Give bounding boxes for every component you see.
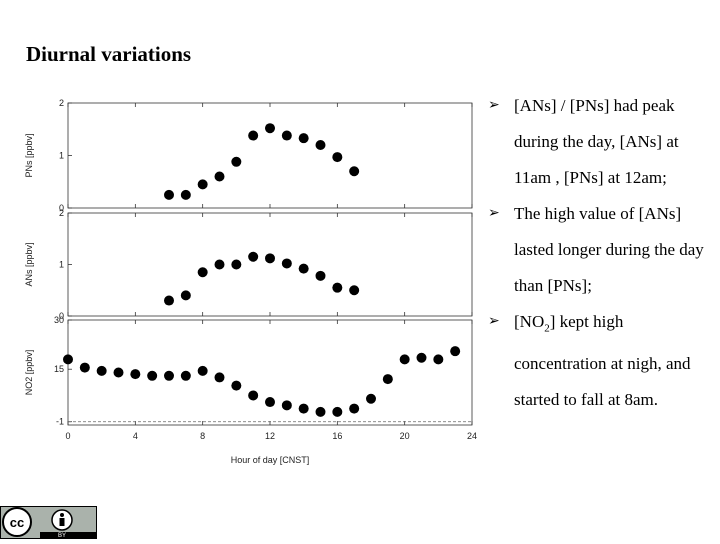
pns-point — [349, 166, 360, 177]
ans-point — [265, 253, 275, 264]
pns-point — [265, 123, 275, 134]
y-axis-label: NO2 [ppbv] — [24, 350, 34, 396]
no2-point — [416, 352, 427, 363]
pns-point — [197, 179, 208, 190]
pns-point — [180, 189, 191, 200]
ans-point — [214, 259, 225, 270]
ans-point — [248, 251, 259, 262]
pns-point — [164, 189, 174, 200]
no2-point — [214, 372, 225, 383]
ans-point — [164, 295, 174, 306]
bullet-item: ➢ [ANs] / [PNs] had peak during the day,… — [488, 88, 716, 196]
no2-point — [63, 354, 73, 365]
y-axis-label: PNs [ppbv] — [24, 133, 34, 177]
x-tick-label: 16 — [332, 431, 342, 441]
no2-point — [433, 354, 444, 365]
no2-point — [349, 403, 360, 414]
slide-title: Diurnal variations — [26, 42, 192, 66]
pns-point — [315, 140, 326, 150]
y-axis-label: ANs [ppbv] — [24, 242, 34, 286]
ans-point — [180, 290, 191, 301]
no2-point — [315, 406, 326, 417]
x-tick-label: 0 — [65, 431, 70, 441]
y-tick-label: 2 — [59, 98, 64, 108]
no2-point — [197, 365, 208, 376]
plot-frame-pns — [67, 102, 473, 209]
y-tick-label: -1 — [56, 417, 64, 427]
no2-point — [450, 346, 461, 357]
no2-point — [96, 365, 107, 376]
plot-frame-ans — [67, 212, 473, 317]
no2-point — [231, 380, 242, 391]
pns-point — [231, 156, 242, 167]
pns-point — [281, 130, 292, 141]
no2-point — [366, 393, 376, 404]
y-tick-label: 30 — [54, 315, 64, 325]
bullet-arrow-icon: ➢ — [488, 206, 500, 221]
no2-point — [382, 374, 393, 385]
bullet-list: ➢ [ANs] / [PNs] had peak during the day,… — [488, 88, 716, 418]
ans-point — [349, 285, 360, 296]
ans-point — [281, 258, 292, 269]
plot-frame-no2 — [67, 319, 473, 426]
bullet-item: ➢ [NO2] kept high concentration at nigh,… — [488, 304, 716, 418]
by-label: BY — [58, 533, 66, 539]
ans-point — [315, 270, 326, 281]
pns-point — [298, 133, 309, 144]
no2-point — [180, 370, 191, 381]
x-tick-label: 12 — [265, 431, 275, 441]
no2-point — [248, 390, 259, 401]
no2-point — [113, 367, 124, 378]
cc-icon — [2, 507, 32, 537]
y-tick-label: 2 — [59, 208, 64, 218]
bullet-text: [NO2] kept high concentration at nigh, a… — [514, 312, 691, 410]
x-tick-label: 4 — [133, 431, 138, 441]
no2-point — [332, 406, 343, 417]
bullet-arrow-icon: ➢ — [488, 98, 500, 113]
ans-point — [231, 259, 242, 270]
pns-point — [214, 171, 225, 182]
x-tick-label: 8 — [200, 431, 205, 441]
no2-point — [298, 403, 309, 414]
x-tick-label: 24 — [467, 431, 477, 441]
cc-icon-label: cc — [10, 515, 24, 530]
y-tick-label: 0 — [59, 203, 64, 213]
no2-point — [265, 397, 275, 408]
y-tick-label: 15 — [54, 364, 64, 374]
no2-point — [79, 362, 90, 373]
pns-point — [332, 152, 343, 163]
bullet-text: The high value of [ANs] lasted longer du… — [514, 204, 704, 295]
bullet-arrow-icon: ➢ — [488, 314, 500, 329]
x-axis-label: Hour of day [CNST] — [231, 455, 310, 465]
cc-by-license-badge: cc BY — [0, 506, 97, 539]
y-tick-label: 0 — [59, 311, 64, 321]
bullet-text: [ANs] / [PNs] had peak during the day, [… — [514, 96, 679, 187]
bullet-item: ➢ The high value of [ANs] lasted longer … — [488, 196, 716, 304]
y-tick-label: 1 — [59, 151, 64, 161]
no2-point — [130, 369, 141, 380]
no2-point — [399, 354, 410, 365]
ans-point — [332, 282, 343, 293]
ans-point — [298, 263, 309, 274]
x-tick-label: 20 — [400, 431, 410, 441]
ans-point — [197, 267, 208, 278]
no2-point — [147, 370, 158, 381]
y-tick-label: 1 — [59, 260, 64, 270]
no2-point — [281, 400, 292, 411]
no2-point — [164, 370, 174, 381]
pns-point — [248, 130, 259, 141]
